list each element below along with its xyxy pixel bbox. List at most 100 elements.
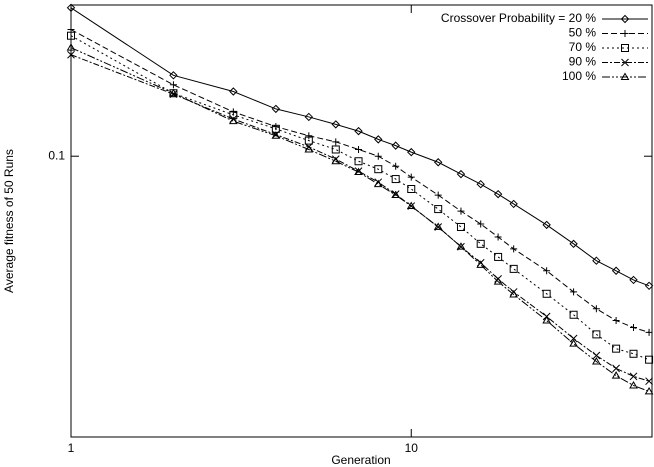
series-line (70, 35, 650, 361)
marker (592, 305, 600, 313)
marker (543, 267, 551, 275)
marker (392, 162, 400, 170)
legend-marker (620, 14, 630, 24)
marker (611, 266, 621, 275)
marker (271, 131, 281, 139)
marker (271, 104, 281, 114)
marker (67, 50, 75, 59)
marker (510, 245, 518, 253)
marker (476, 239, 485, 248)
marker (332, 138, 340, 146)
legend-label: Crossover Probability = 20 % (441, 11, 596, 25)
marker (374, 152, 382, 160)
marker (494, 252, 503, 261)
series-line (70, 47, 650, 392)
marker (569, 310, 578, 319)
x-tick-label: 1 (68, 441, 75, 455)
marker (542, 316, 552, 324)
marker (391, 190, 401, 199)
legend-marker (621, 30, 629, 37)
marker (331, 156, 341, 165)
marker (477, 220, 485, 228)
marker (456, 242, 466, 250)
marker (645, 355, 654, 364)
marker (169, 88, 178, 97)
marker (434, 191, 442, 199)
marker (354, 167, 363, 176)
legend-label: 50 % (569, 26, 597, 40)
marker (592, 330, 601, 339)
marker (331, 120, 340, 129)
marker (592, 351, 601, 360)
marker (434, 205, 443, 214)
marker (456, 222, 465, 231)
marker (304, 145, 314, 153)
marker (374, 165, 383, 174)
marker (391, 175, 400, 184)
marker (612, 364, 620, 373)
marker (331, 145, 340, 154)
marker (66, 43, 76, 51)
marker (304, 112, 314, 122)
legend-marker (620, 72, 630, 80)
marker (569, 339, 578, 347)
marker (373, 179, 383, 188)
marker (493, 189, 503, 199)
marker (494, 233, 502, 241)
marker (629, 275, 638, 285)
marker (611, 371, 621, 379)
legend-label: 70 % (569, 40, 597, 54)
plot-frame (70, 4, 653, 438)
marker (456, 169, 466, 179)
marker (354, 126, 363, 136)
marker (570, 288, 578, 296)
marker (612, 344, 621, 353)
marker (644, 281, 654, 291)
marker (228, 116, 238, 125)
marker (66, 3, 76, 12)
marker (433, 222, 443, 230)
marker (612, 317, 620, 325)
marker (354, 157, 363, 166)
marker (542, 220, 551, 230)
marker (630, 324, 638, 332)
marker (509, 199, 518, 209)
marker (542, 289, 551, 298)
legend-marker (621, 58, 629, 67)
marker (644, 386, 654, 395)
marker (407, 184, 416, 193)
marker (645, 377, 653, 386)
x-tick-label: 10 (405, 441, 419, 455)
marker (569, 239, 578, 249)
marker (305, 132, 313, 140)
marker (629, 381, 638, 389)
y-axis-label: Average fitness of 50 Runs (2, 149, 16, 293)
marker (407, 147, 416, 157)
y-tick-label: 0.1 (48, 148, 65, 162)
marker (645, 328, 653, 336)
marker (457, 207, 465, 215)
legend-label: 100 % (562, 69, 596, 83)
marker (569, 334, 578, 343)
marker (591, 357, 601, 365)
marker (229, 87, 238, 96)
marker (433, 158, 443, 167)
marker (629, 349, 638, 358)
x-axis-label: Generation (331, 453, 390, 467)
marker (304, 136, 313, 145)
marker (476, 179, 485, 189)
series-line (70, 7, 650, 287)
marker (374, 135, 383, 144)
marker (476, 260, 486, 268)
marker (493, 277, 503, 285)
marker (509, 264, 518, 273)
series-line (70, 54, 650, 382)
marker (407, 173, 415, 181)
marker (355, 145, 363, 153)
marker (67, 31, 75, 40)
marker (592, 256, 601, 265)
legend-marker (621, 44, 629, 52)
marker (169, 71, 178, 80)
marker (509, 290, 519, 298)
